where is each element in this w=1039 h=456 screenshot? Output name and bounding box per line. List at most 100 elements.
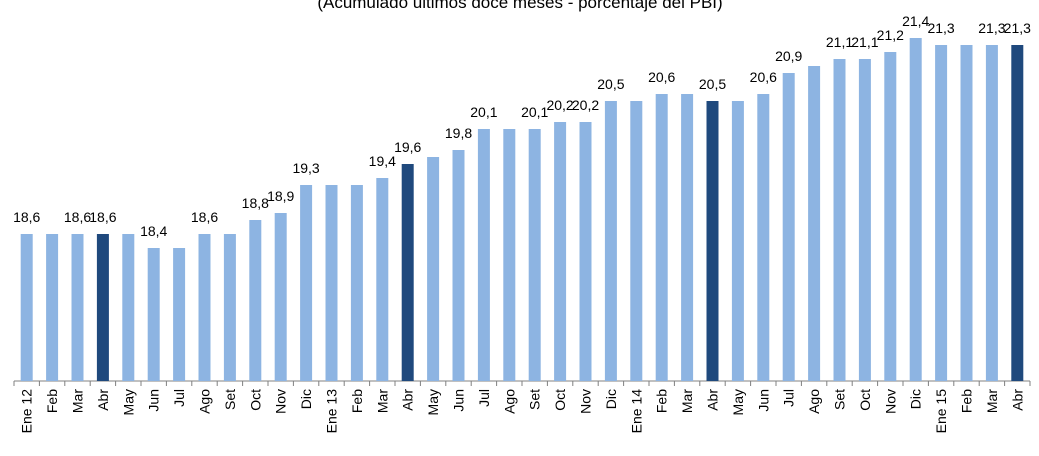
- bar: [452, 150, 465, 381]
- bar: [808, 66, 821, 381]
- value-label: 19,4: [369, 153, 396, 169]
- x-tick-label: Nov: [578, 389, 594, 414]
- bar: [655, 94, 668, 381]
- x-tick-label: Ago: [501, 389, 517, 414]
- x-tick-label: Nov: [882, 389, 898, 414]
- value-label: 20,2: [572, 97, 599, 113]
- x-tick-label: Feb: [654, 389, 670, 413]
- value-label: 21,3: [978, 20, 1005, 36]
- value-label: 18,8: [242, 195, 269, 211]
- x-tick-label: Oct: [552, 389, 568, 411]
- bar: [350, 185, 363, 381]
- value-label: 18,6: [191, 209, 218, 225]
- value-label: 21,2: [877, 27, 904, 43]
- x-tick-label: Feb: [349, 389, 365, 413]
- x-tick-label: Jul: [476, 389, 492, 407]
- bar: [376, 178, 389, 381]
- bar: [985, 45, 998, 381]
- value-label: 18,6: [64, 209, 91, 225]
- x-tick-label: Set: [222, 389, 238, 410]
- bar: [122, 234, 135, 381]
- bar: [731, 101, 744, 381]
- bar: [477, 129, 490, 381]
- bar: [325, 185, 338, 381]
- bar: [401, 164, 414, 381]
- x-tick-label: Mar: [984, 389, 1000, 413]
- x-tick-label: Jul: [171, 389, 187, 407]
- value-label: 19,3: [292, 160, 319, 176]
- value-label: 18,4: [140, 223, 167, 239]
- x-tick-label: Ago: [806, 389, 822, 414]
- value-label: 18,9: [267, 188, 294, 204]
- value-label: 21,3: [1004, 20, 1031, 36]
- x-tick-label: Jul: [781, 389, 797, 407]
- x-tick-label: Abr: [400, 389, 416, 411]
- bar: [833, 59, 846, 381]
- x-tick-label: May: [425, 389, 441, 415]
- x-tick-label: Jun: [755, 389, 771, 412]
- value-label: 21,1: [826, 34, 853, 50]
- x-tick-label: Ago: [197, 389, 213, 414]
- x-tick-label: Ene 14: [628, 389, 644, 434]
- bar: [706, 101, 719, 381]
- value-label: 21,3: [927, 20, 954, 36]
- x-tick-label: Mar: [70, 389, 86, 413]
- bar: [681, 94, 694, 381]
- value-label: 18,6: [89, 209, 116, 225]
- x-tick-label: Ene 12: [19, 389, 35, 434]
- x-tick-label: Abr: [1009, 389, 1025, 411]
- value-label: 20,6: [648, 69, 675, 85]
- value-label: 20,1: [470, 104, 497, 120]
- bar: [960, 45, 973, 381]
- x-tick-label: May: [730, 389, 746, 415]
- bar: [884, 52, 897, 381]
- bar: [71, 234, 84, 381]
- bar: [147, 248, 160, 381]
- value-label: 20,5: [597, 76, 624, 92]
- value-label: 19,8: [445, 125, 472, 141]
- x-tick-label: Dic: [908, 389, 924, 409]
- bar: [223, 234, 236, 381]
- x-tick-label: Feb: [44, 389, 60, 413]
- bar: [1011, 45, 1024, 381]
- x-tick-label: Dic: [298, 389, 314, 409]
- value-label: 21,4: [902, 13, 929, 29]
- x-tick-label: Abr: [705, 389, 721, 411]
- bar: [858, 59, 871, 381]
- bar: [173, 248, 186, 381]
- bar: [503, 129, 516, 381]
- bar: [909, 38, 922, 381]
- bar: [528, 129, 541, 381]
- x-tick-label: Abr: [95, 389, 111, 411]
- bar: [630, 101, 643, 381]
- x-tick-label: Jun: [146, 389, 162, 412]
- bar: [554, 122, 567, 381]
- x-tick-label: May: [120, 389, 136, 415]
- value-label: 20,1: [521, 104, 548, 120]
- x-tick-label: Ene 13: [324, 389, 340, 434]
- x-tick-label: Jun: [451, 389, 467, 412]
- value-label: 20,9: [775, 48, 802, 64]
- bar: [46, 234, 59, 381]
- value-label: 18,6: [13, 209, 40, 225]
- value-label: 20,2: [546, 97, 573, 113]
- bar: [757, 94, 770, 381]
- x-tick-label: Nov: [273, 389, 289, 414]
- value-label: 19,6: [394, 139, 421, 155]
- x-tick-label: Set: [527, 389, 543, 410]
- bar: [579, 122, 592, 381]
- x-tick-label: Oct: [857, 389, 873, 411]
- x-tick-label: Oct: [247, 389, 263, 411]
- x-tick-label: Mar: [679, 389, 695, 413]
- x-tick-label: Ene 15: [933, 389, 949, 434]
- chart-title: (Acumulado últimos doce meses - porcenta…: [317, 0, 722, 12]
- bar: [935, 45, 948, 381]
- x-tick-label: Set: [832, 389, 848, 410]
- x-tick-label: Dic: [603, 389, 619, 409]
- x-tick-label: Feb: [959, 389, 975, 413]
- bar: [300, 185, 313, 381]
- bar: [782, 73, 795, 381]
- bar: [604, 101, 617, 381]
- bar: [20, 234, 33, 381]
